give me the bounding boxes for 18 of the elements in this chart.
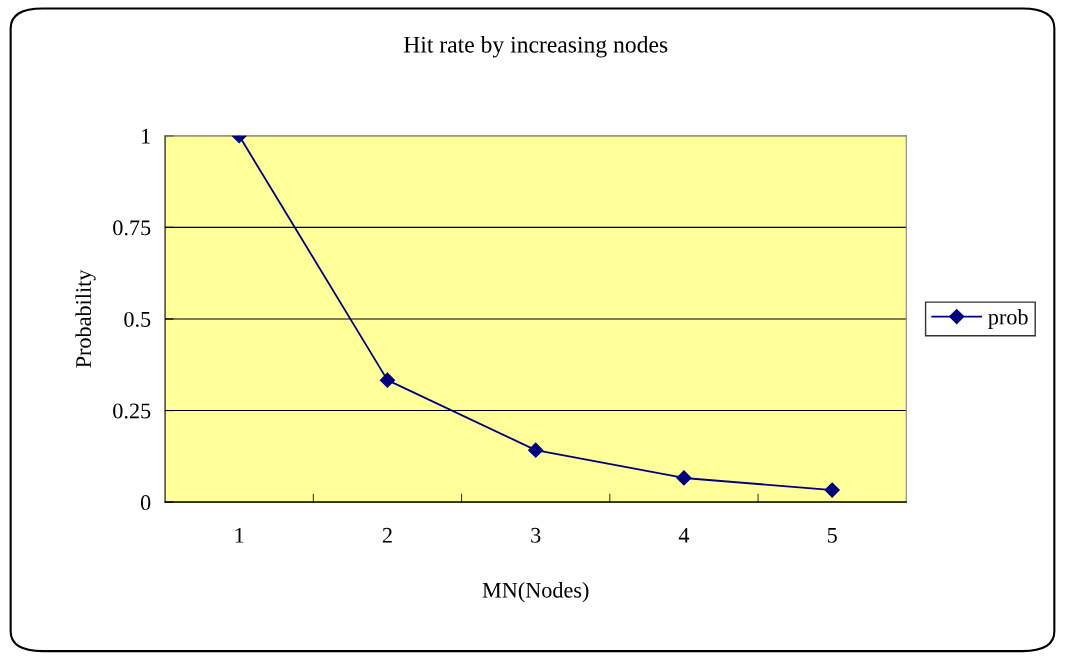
point: [676, 470, 692, 486]
x-tick-label: 1: [235, 527, 244, 543]
x-tick-label: 4: [678, 527, 690, 543]
chart-title: Hit rate by increasing nodes: [403, 36, 668, 58]
point: [528, 442, 544, 458]
y-tick-label: 0: [140, 495, 151, 511]
x-tick-label: 5: [827, 528, 837, 543]
y-tick-label: 0.25: [113, 403, 151, 419]
y-tick-label: 0.75: [113, 220, 151, 236]
x-tick-label: 2: [382, 527, 392, 543]
point: [379, 372, 396, 388]
y-axis-title: Probability: [75, 269, 96, 368]
x-tick-label: 3: [531, 527, 541, 543]
legend-label: prob: [988, 308, 1028, 330]
y-tick-label: 1: [142, 128, 150, 144]
point: [824, 482, 840, 498]
y-tick-label: 0.5: [124, 311, 151, 327]
x-axis-title: MN(Nodes): [482, 582, 589, 603]
